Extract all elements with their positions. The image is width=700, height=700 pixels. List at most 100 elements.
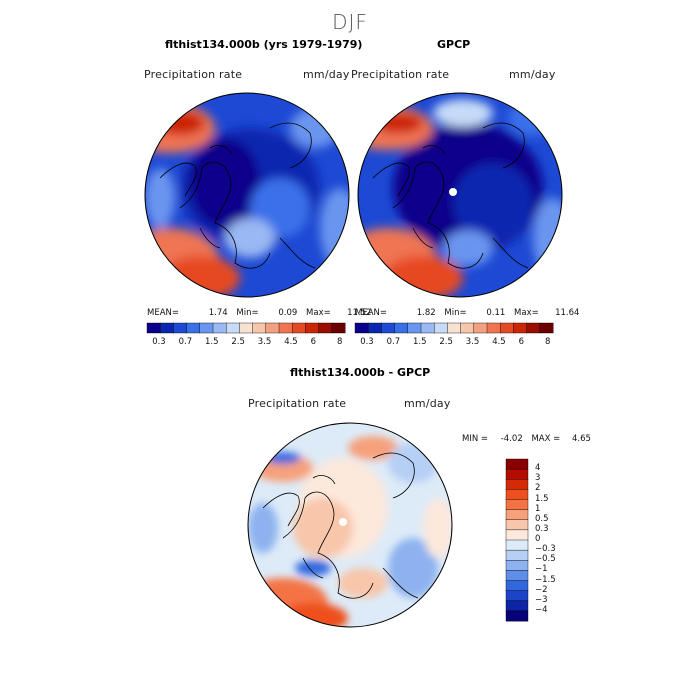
diff-colorbar-tick: 0.5 [535, 513, 549, 524]
diff-colorbar-tick: −3 [535, 594, 548, 605]
panel-1-units-label: mm/day [303, 68, 350, 81]
colorbar-swatch [239, 322, 254, 334]
colorbar-swatch [331, 322, 346, 334]
panel-2-title: GPCP [437, 38, 471, 51]
colorbar-swatch [354, 322, 369, 334]
colorbar-swatch [265, 322, 280, 334]
diff-colorbar-tick: −2 [535, 584, 548, 595]
diff-panel-units-label: mm/day [404, 397, 451, 410]
diff-colorbar-swatch [505, 600, 529, 612]
colorbar-tick: 2.5 [231, 337, 245, 347]
colorbar-tick: 2.5 [439, 337, 453, 347]
panel-2-min-label: Min= [444, 308, 467, 318]
diff-colorbar-swatch [505, 479, 529, 490]
panel-1-coastlines [159, 122, 316, 269]
panel-2-mean-label: MEAN= [355, 308, 387, 318]
colorbar-tick: 4.5 [492, 337, 506, 347]
diff-min-label: MIN = [462, 434, 489, 444]
colorbar-swatch [420, 322, 435, 334]
diff-colorbar-tick: 0.3 [535, 523, 549, 534]
colorbar-tick: 3.5 [465, 337, 480, 347]
diff-colorbar-swatch [505, 468, 529, 480]
panel-1-max-value: 11.52 [347, 308, 372, 318]
diff-colorbar-swatch [505, 539, 529, 551]
panel-1-mean-label: MEAN= [147, 308, 179, 318]
panel-2-mean-value: 1.82 [416, 308, 436, 318]
colorbar-swatch [526, 322, 541, 334]
diff-panel-title: flthist134.000b - GPCP [290, 366, 431, 379]
colorbar-tick: 3.5 [257, 337, 272, 347]
colorbar-swatch [539, 322, 554, 334]
colorbar-swatch [318, 322, 333, 334]
diff-precip-field [248, 423, 452, 627]
colorbar-swatch [159, 322, 174, 334]
panel-1-max-label: Max= [306, 308, 331, 318]
diff-colorbar-tick: 0 [535, 534, 541, 544]
colorbar-tick: 8 [545, 337, 551, 347]
diff-colorbar-swatch [505, 610, 529, 622]
diff-missing-data-spot [339, 518, 347, 526]
diff-colorbar-tick: 1.5 [535, 493, 549, 504]
panel-1-precip-field [145, 93, 349, 297]
colorbar-swatch [381, 322, 395, 334]
colorbar-tick: 4.5 [284, 337, 298, 347]
season-title: DJF [332, 10, 368, 34]
colorbar-swatch [460, 322, 475, 334]
panel-2-colorbar [354, 322, 554, 334]
colorbar-tick: 0.3 [360, 337, 374, 347]
diff-coastlines [262, 452, 419, 599]
panel-2-missing-data-spot [449, 188, 457, 196]
diff-colorbar-tick: −0.5 [535, 554, 556, 565]
diff-colorbar-swatch [505, 458, 529, 470]
panel-2-polar-map [357, 92, 563, 298]
colorbar-tick: 0.7 [386, 337, 401, 347]
panel-1-field-label: Precipitation rate [144, 68, 243, 81]
panel-2-precip-field [358, 93, 562, 297]
diff-max-label: MAX = [531, 434, 561, 444]
panel-1-colorbar [146, 322, 346, 334]
panel-1-min-label: Min= [236, 308, 259, 318]
diff-colorbar-swatch [505, 590, 529, 602]
diff-max-value: 4.65 [572, 434, 591, 444]
colorbar-tick: 0.3 [152, 337, 166, 347]
colorbar-swatch [407, 322, 422, 334]
colorbar-swatch [473, 322, 488, 334]
panel-1-title: flthist134.000b (yrs 1979-1979) [165, 38, 363, 51]
diff-colorbar-labels: 4 3 2 1.5 1 0.5 0.3 0 −0.3 −0.5 −1 −1.5 … [535, 458, 585, 628]
diff-colorbar-swatch [505, 499, 529, 511]
colorbar-tick: 1.5 [413, 337, 427, 347]
panel-1-mean-value: 1.74 [208, 308, 228, 318]
colorbar-swatch [252, 322, 267, 334]
panel-2-coastlines [372, 122, 529, 269]
colorbar-swatch [278, 322, 293, 334]
diff-colorbar-swatch [505, 570, 529, 581]
diff-colorbar-tick: 3 [535, 473, 541, 484]
panel-1-colorbar-ticks: 0.3 0.7 1.5 2.5 3.5 4.5 6 8 0.3 0.7 1.5 … [0, 337, 700, 349]
colorbar-swatch [513, 322, 527, 334]
diff-colorbar-swatch [505, 549, 529, 561]
colorbar-swatch [146, 322, 161, 334]
colorbar-swatch [291, 322, 306, 334]
colorbar-tick: 6 [518, 337, 525, 347]
diff-colorbar-swatch [505, 509, 529, 521]
colorbar-swatch [499, 322, 514, 334]
diff-colorbar-tick: −4 [535, 604, 548, 615]
colorbar-swatch [186, 322, 201, 334]
diff-colorbar-tick: −1 [535, 564, 548, 575]
panel-1-min-value: 0.09 [278, 308, 298, 318]
panel-2-max-label: Max= [514, 308, 539, 318]
panel-1-polar-map [144, 92, 350, 298]
diff-colorbar-tick: −0.3 [535, 544, 556, 555]
colorbar-swatch [225, 322, 240, 334]
colorbar-swatch [173, 322, 187, 334]
diff-panel-field-label: Precipitation rate [248, 397, 347, 410]
diff-colorbar [505, 458, 529, 622]
colorbar-tick: 0.7 [178, 337, 193, 347]
colorbar-swatch [447, 322, 462, 334]
diff-colorbar-tick: 4 [535, 463, 541, 474]
colorbar-swatch [433, 322, 448, 334]
diff-colorbar-swatch [505, 489, 529, 500]
diff-colorbar-tick: 2 [535, 483, 541, 494]
colorbar-swatch [305, 322, 319, 334]
colorbar-swatch [486, 322, 501, 334]
